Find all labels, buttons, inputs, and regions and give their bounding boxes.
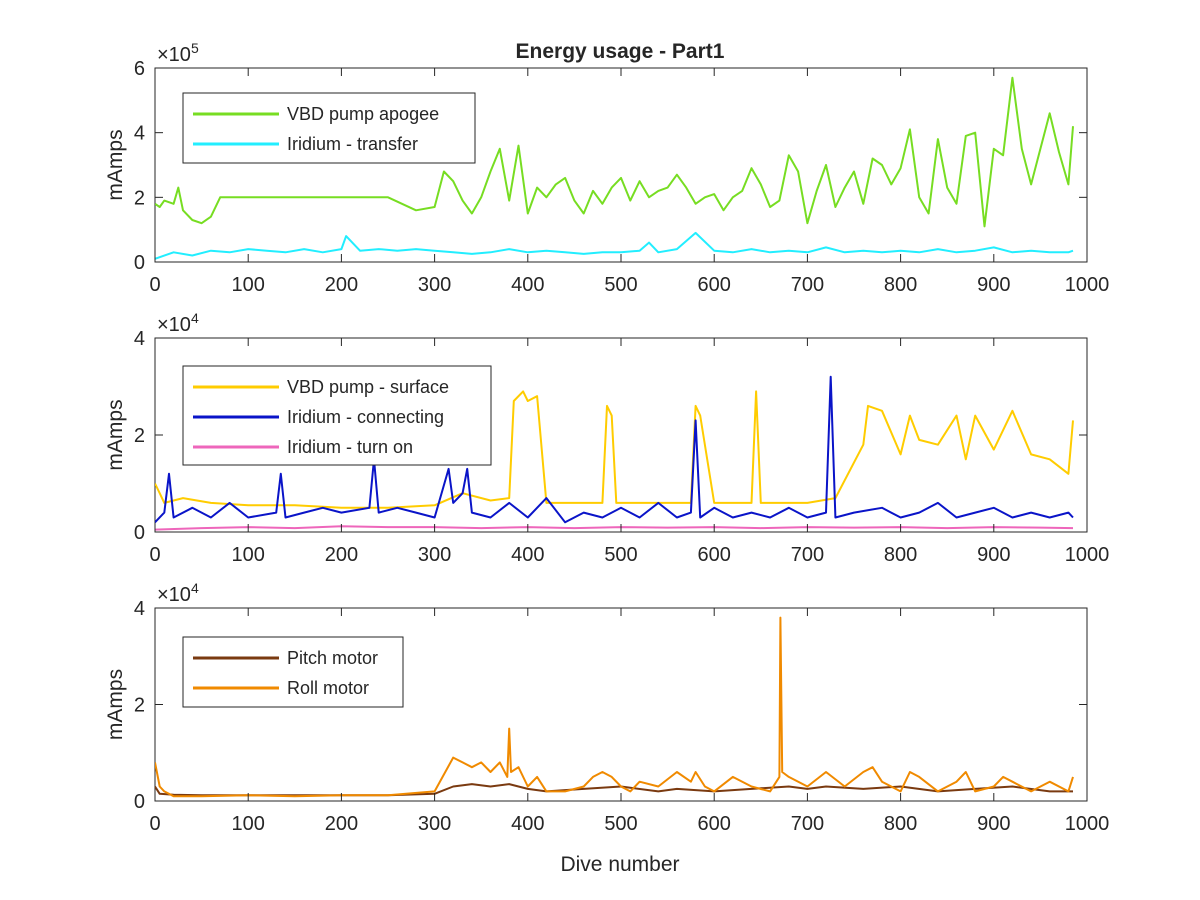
legend-box bbox=[182, 636, 404, 708]
subplot-1: 0 100 200 300 400 500 600 700 800 900 1000 0 2 4 6 ×105… bbox=[104, 40, 1109, 296]
x-tick-label: 400 bbox=[511, 274, 544, 296]
x-tick-label: 200 bbox=[325, 274, 358, 296]
x-tick-label: 700 bbox=[791, 274, 824, 296]
y-tick-label: 2 bbox=[134, 695, 145, 717]
y-tick-label: 6 bbox=[134, 58, 145, 80]
series-line-iridium-connecting bbox=[155, 375, 1074, 524]
legend-3: Pitch motor Roll motor bbox=[182, 636, 404, 708]
y-tick-label: 4 bbox=[134, 598, 145, 620]
x-tick-label: 500 bbox=[604, 813, 637, 835]
x-tick-label: 0 bbox=[149, 274, 160, 296]
x-tick-label: 400 bbox=[511, 544, 544, 566]
x-tick-label: 0 bbox=[149, 813, 160, 835]
x-tick-label: 800 bbox=[884, 544, 917, 566]
y-exponent-label: ×105 bbox=[157, 40, 199, 66]
legend-entry-label: Pitch motor bbox=[287, 648, 378, 668]
legend-entry-label: Iridium - turn on bbox=[287, 437, 413, 457]
y-axis-label: mAmps bbox=[104, 669, 127, 740]
y-tick-label: 4 bbox=[134, 123, 145, 145]
x-tick-label: 100 bbox=[232, 544, 265, 566]
x-tick-label: 1000 bbox=[1065, 544, 1110, 566]
x-tick-label: 100 bbox=[232, 274, 265, 296]
x-tick-label: 300 bbox=[418, 813, 451, 835]
x-tick-label: 700 bbox=[791, 813, 824, 835]
series-line-vbd-pump-apogee bbox=[155, 76, 1074, 228]
y-exponent-label: ×104 bbox=[157, 310, 199, 336]
y-tick-label: 2 bbox=[134, 187, 145, 209]
x-tick-label: 1000 bbox=[1065, 274, 1110, 296]
x-tick-label: 200 bbox=[325, 544, 358, 566]
x-axis-label: Dive number bbox=[560, 853, 679, 876]
subplots: 0 100 200 300 400 500 600 700 800 900 10000246×105… bbox=[104, 40, 1109, 835]
x-tick-label: 900 bbox=[977, 544, 1010, 566]
x-tick-label: 300 bbox=[418, 544, 451, 566]
legend-box bbox=[182, 92, 476, 164]
y-tick-label: 0 bbox=[134, 252, 145, 274]
x-tick-label: 100 bbox=[232, 813, 265, 835]
series-group-1 bbox=[155, 76, 1074, 260]
legend-entry-label: Roll motor bbox=[287, 678, 369, 698]
y-axis-label: mAmps bbox=[104, 399, 127, 470]
x-tick-label: 400 bbox=[511, 813, 544, 835]
y-tick-label: 4 bbox=[134, 328, 145, 350]
x-tick-label: 600 bbox=[698, 813, 731, 835]
x-tick-label: 900 bbox=[977, 274, 1010, 296]
x-tick-label: 1000 bbox=[1065, 813, 1110, 835]
x-tick-label: 600 bbox=[698, 274, 731, 296]
legend-entry-label: Iridium - connecting bbox=[287, 407, 444, 427]
y-tick-label: 0 bbox=[134, 522, 145, 544]
legend-entry-label: VBD pump apogee bbox=[287, 104, 439, 124]
series-group-3 bbox=[155, 616, 1074, 798]
y-axis-label: mAmps bbox=[104, 129, 127, 200]
series-line-roll-motor bbox=[155, 616, 1074, 798]
x-tick-label: 500 bbox=[604, 274, 637, 296]
legend-entry-label: VBD pump - surface bbox=[287, 377, 449, 397]
x-tick-label: 800 bbox=[884, 813, 917, 835]
series-line-iridium-transfer bbox=[155, 231, 1074, 260]
x-tick-label: 300 bbox=[418, 274, 451, 296]
subplot-2: 0 100 200 300 400 500 600 700 800 900 1000 0 2 4 ×104 m… bbox=[104, 310, 1109, 566]
y-tick-label: 0 bbox=[134, 791, 145, 813]
x-tick-label: 900 bbox=[977, 813, 1010, 835]
legend-1: VBD pump apogee Iridium - transfer bbox=[182, 92, 476, 164]
legend-2: VBD pump - surface Iridium - connecting Ir… bbox=[182, 365, 492, 466]
y-exponent-label: ×104 bbox=[157, 580, 199, 606]
x-tick-label: 500 bbox=[604, 544, 637, 566]
x-tick-label: 0 bbox=[149, 544, 160, 566]
x-tick-label: 600 bbox=[698, 544, 731, 566]
figure-title: Energy usage - Part1 bbox=[516, 40, 725, 63]
x-tick-label: 700 bbox=[791, 544, 824, 566]
legend-entry-label: Iridium - transfer bbox=[287, 134, 418, 154]
x-tick-label: 200 bbox=[325, 813, 358, 835]
subplot-3: 0 100 200 300 400 500 600 700 800 900 1000 0 2 4 ×104 m… bbox=[104, 580, 1109, 835]
y-tick-label: 2 bbox=[134, 425, 145, 447]
x-tick-label: 800 bbox=[884, 274, 917, 296]
